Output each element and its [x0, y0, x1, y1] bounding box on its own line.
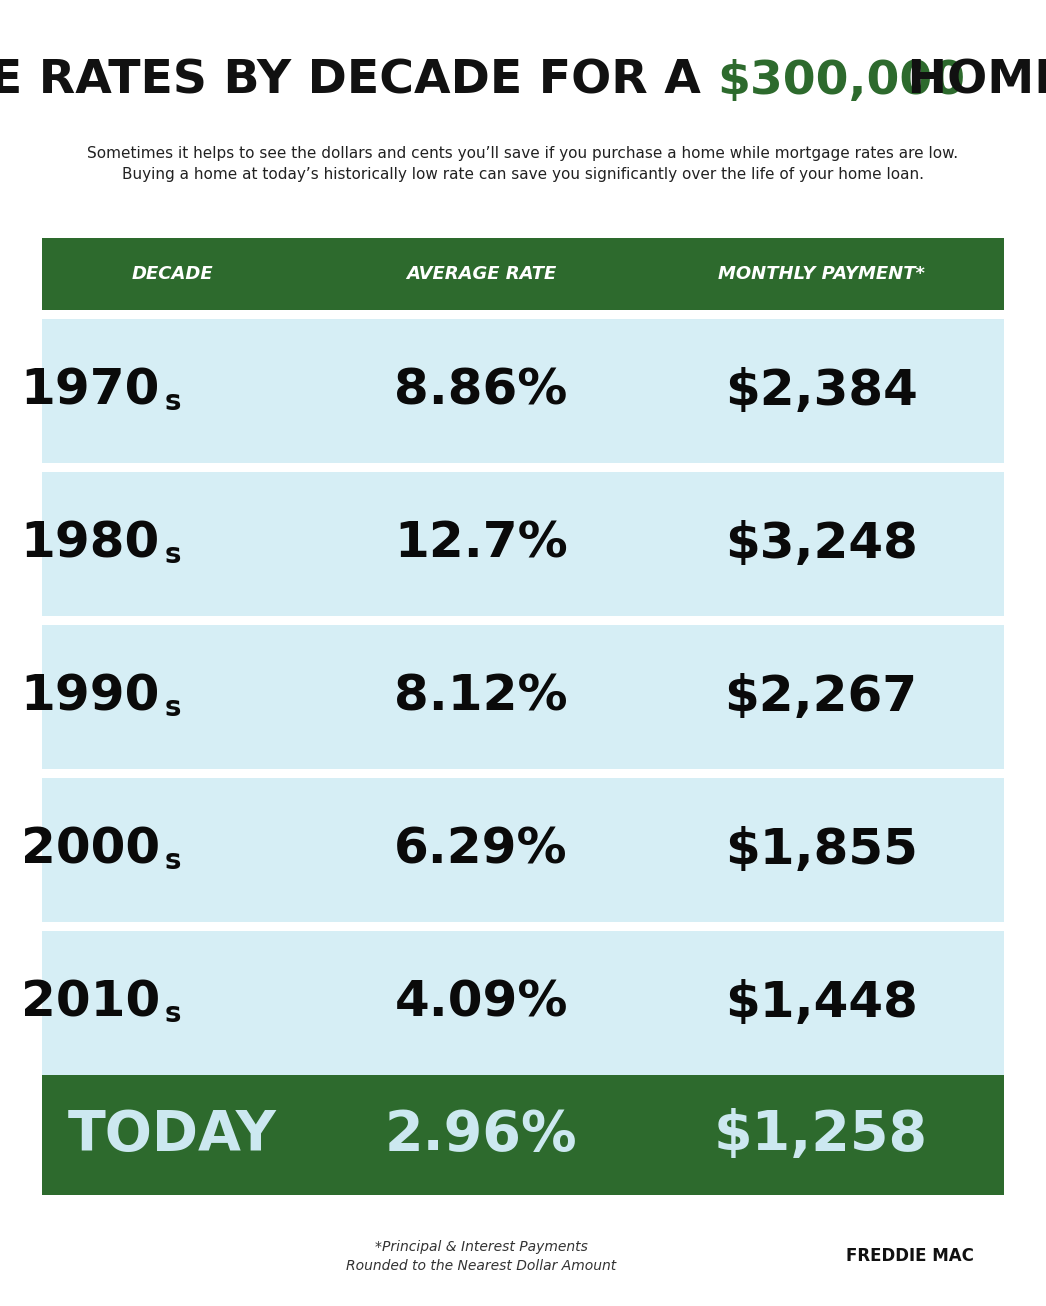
- Text: $1,448: $1,448: [725, 980, 917, 1027]
- Text: DECADE: DECADE: [132, 265, 213, 282]
- Text: Sometimes it helps to see the dollars and cents you’ll save if you purchase a ho: Sometimes it helps to see the dollars an…: [88, 146, 958, 183]
- Text: MONTHLY PAYMENT*: MONTHLY PAYMENT*: [718, 265, 925, 282]
- Text: *Principal & Interest Payments
Rounded to the Nearest Dollar Amount: *Principal & Interest Payments Rounded t…: [346, 1241, 616, 1272]
- FancyBboxPatch shape: [42, 778, 1004, 922]
- Text: 2.96%: 2.96%: [385, 1107, 577, 1162]
- Text: FREDDIE MAC: FREDDIE MAC: [846, 1247, 974, 1266]
- Text: 8.86%: 8.86%: [394, 367, 568, 414]
- Text: 4.09%: 4.09%: [394, 980, 568, 1027]
- Text: MORTGAGE RATES BY DECADE FOR A: MORTGAGE RATES BY DECADE FOR A: [0, 59, 718, 103]
- FancyBboxPatch shape: [42, 238, 1004, 310]
- Text: 12.7%: 12.7%: [394, 520, 568, 568]
- Text: s: s: [164, 848, 181, 875]
- Text: 1970: 1970: [21, 367, 160, 414]
- Text: 8.12%: 8.12%: [394, 673, 568, 721]
- Text: $300,000: $300,000: [718, 59, 965, 103]
- Text: $2,384: $2,384: [725, 367, 917, 414]
- Text: s: s: [164, 541, 181, 569]
- Text: $2,267: $2,267: [725, 673, 917, 721]
- FancyBboxPatch shape: [42, 471, 1004, 615]
- Text: 2000: 2000: [21, 825, 160, 874]
- Text: 6.29%: 6.29%: [394, 825, 568, 874]
- Text: s: s: [164, 388, 181, 417]
- Text: s: s: [164, 695, 181, 722]
- Text: $1,855: $1,855: [725, 825, 917, 874]
- Text: HOME: HOME: [891, 59, 1046, 103]
- Text: $3,248: $3,248: [725, 520, 917, 568]
- FancyBboxPatch shape: [42, 319, 1004, 462]
- Text: TODAY: TODAY: [68, 1107, 277, 1162]
- FancyBboxPatch shape: [42, 931, 1004, 1075]
- Text: s: s: [164, 1000, 181, 1028]
- Text: 1990: 1990: [21, 673, 160, 721]
- Text: AVERAGE RATE: AVERAGE RATE: [406, 265, 556, 282]
- Text: 2010: 2010: [21, 980, 160, 1027]
- Text: 1980: 1980: [21, 520, 160, 568]
- FancyBboxPatch shape: [42, 624, 1004, 769]
- Text: $1,258: $1,258: [714, 1107, 928, 1162]
- FancyBboxPatch shape: [42, 1075, 1004, 1195]
